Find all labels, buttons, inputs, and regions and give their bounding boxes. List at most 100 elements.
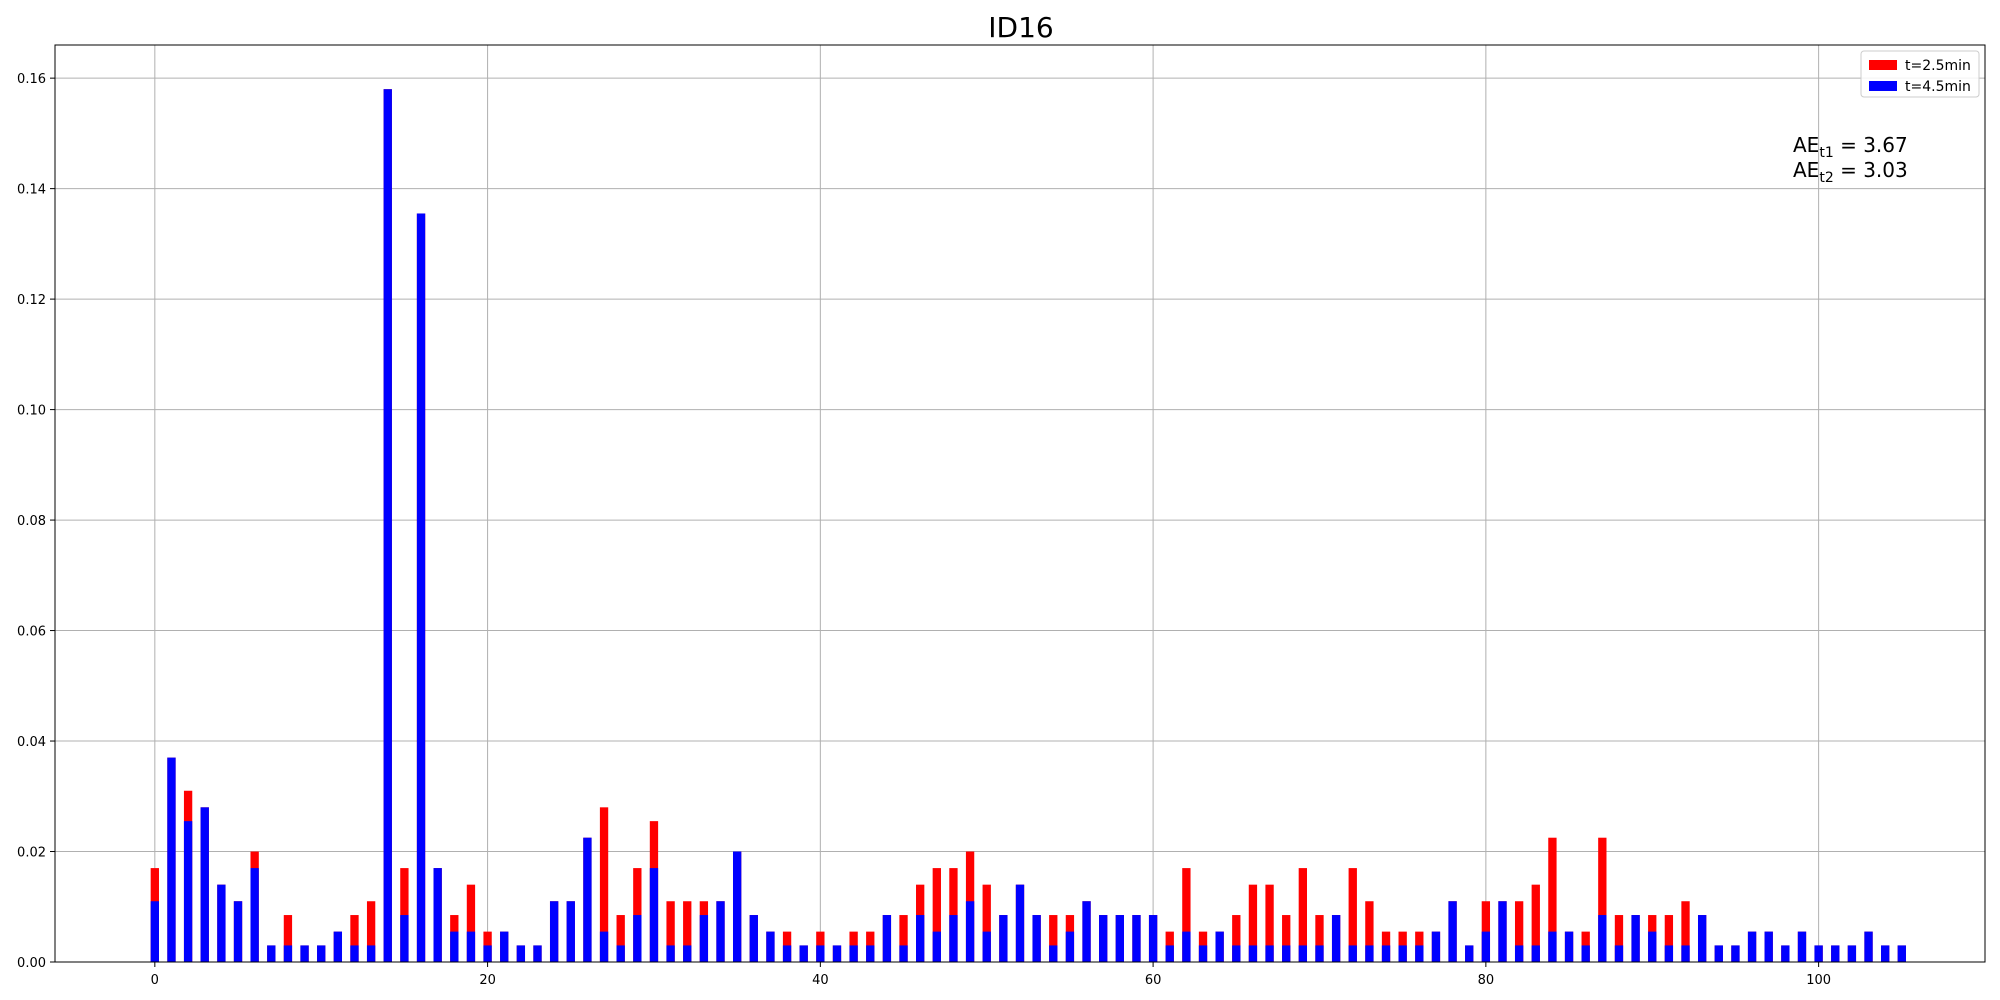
bar-t25-45 bbox=[899, 915, 908, 962]
bar-t25-12 bbox=[350, 915, 359, 962]
bar-t45-48 bbox=[949, 915, 958, 962]
bar-t45-94 bbox=[1714, 945, 1723, 962]
bar-t25-19 bbox=[466, 884, 476, 962]
bars bbox=[150, 89, 1906, 963]
x-tick-label: 100 bbox=[1806, 973, 1831, 988]
bar-t25-92 bbox=[1681, 901, 1690, 962]
bar-t45-15 bbox=[400, 915, 409, 962]
bar-t45-55 bbox=[1065, 931, 1075, 962]
bar-t45-100 bbox=[1814, 945, 1823, 962]
bar-t45-12 bbox=[350, 945, 359, 962]
bar-t25-82 bbox=[1514, 901, 1524, 962]
bar-t45-91 bbox=[1664, 945, 1674, 962]
bar-t45-28 bbox=[616, 945, 625, 962]
bar-t45-34 bbox=[716, 901, 725, 962]
bar-t45-95 bbox=[1731, 945, 1740, 962]
legend-swatch bbox=[1869, 60, 1897, 70]
x-tick-label: 20 bbox=[479, 973, 496, 988]
bar-t25-70 bbox=[1315, 915, 1324, 962]
bar-t45-81 bbox=[1498, 901, 1507, 962]
bar-t25-87 bbox=[1598, 837, 1607, 962]
bar-t45-58 bbox=[1115, 915, 1124, 962]
bar-t25-83 bbox=[1531, 884, 1540, 962]
bar-t45-56 bbox=[1082, 901, 1091, 962]
bar-t45-68 bbox=[1282, 945, 1291, 962]
plot-frame bbox=[54, 44, 1986, 963]
bar-t45-44 bbox=[882, 915, 892, 962]
bar-t25-32 bbox=[683, 901, 692, 962]
bar-t45-26 bbox=[583, 837, 592, 962]
bar-t45-40 bbox=[816, 945, 825, 962]
bar-t25-13 bbox=[366, 901, 376, 962]
bar-t45-27 bbox=[599, 931, 609, 962]
bar-t45-4 bbox=[217, 884, 226, 962]
bar-t45-92 bbox=[1681, 945, 1690, 962]
bar-t45-76 bbox=[1415, 945, 1424, 962]
bar-t45-49 bbox=[965, 901, 975, 962]
bar-t45-1 bbox=[167, 757, 176, 962]
bar-t45-65 bbox=[1232, 945, 1241, 962]
bar-t25-50 bbox=[982, 884, 991, 962]
bar-t45-33 bbox=[699, 915, 709, 962]
bar-t45-36 bbox=[749, 915, 758, 962]
bar-t45-14 bbox=[383, 89, 392, 963]
y-tick-label: 0.10 bbox=[17, 404, 46, 419]
bar-t25-47 bbox=[932, 868, 941, 962]
bar-t45-98 bbox=[1781, 945, 1790, 962]
y-tick-label: 0.12 bbox=[17, 293, 46, 308]
bar-t45-83 bbox=[1531, 945, 1540, 962]
bar-t45-6 bbox=[250, 868, 259, 962]
bar-t45-45 bbox=[899, 945, 908, 962]
bar-t45-50 bbox=[982, 931, 991, 962]
bar-t45-16 bbox=[416, 213, 426, 963]
bar-t45-66 bbox=[1248, 945, 1258, 962]
bar-t45-102 bbox=[1847, 945, 1857, 962]
bar-t45-87 bbox=[1598, 915, 1607, 962]
bar-t45-17 bbox=[433, 868, 442, 962]
bar-t45-35 bbox=[732, 851, 742, 962]
bar-t45-64 bbox=[1215, 931, 1224, 962]
bar-t45-52 bbox=[1015, 884, 1025, 962]
bar-t45-78 bbox=[1448, 901, 1457, 962]
bar-t45-20 bbox=[483, 945, 492, 962]
bar-t25-69 bbox=[1298, 868, 1308, 962]
bar-t45-69 bbox=[1298, 945, 1308, 962]
bar-t45-85 bbox=[1564, 931, 1574, 962]
bar-t45-77 bbox=[1431, 931, 1441, 962]
y-tick-label: 0.02 bbox=[17, 846, 46, 861]
ae-annotation: AEt1 = 3.67 bbox=[1793, 133, 1908, 161]
bar-t25-84 bbox=[1548, 837, 1557, 962]
bar-t45-47 bbox=[932, 931, 941, 962]
ae-annotation: AEt2 = 3.03 bbox=[1793, 158, 1908, 186]
bar-t45-54 bbox=[1049, 945, 1058, 962]
chart-title: ID16 bbox=[988, 11, 1053, 44]
bar-t45-72 bbox=[1348, 945, 1357, 962]
bar-t45-7 bbox=[267, 945, 276, 962]
bar-t45-43 bbox=[866, 945, 875, 962]
bar-t45-5 bbox=[233, 901, 243, 962]
bar-t25-8 bbox=[283, 915, 293, 962]
y-tick-label: 0.00 bbox=[17, 956, 46, 971]
bar-t45-13 bbox=[366, 945, 376, 962]
bar-t45-51 bbox=[999, 915, 1008, 962]
bar-t45-61 bbox=[1165, 945, 1174, 962]
bar-t45-79 bbox=[1465, 945, 1474, 962]
bar-t45-30 bbox=[649, 868, 659, 962]
bar-t45-105 bbox=[1897, 945, 1906, 962]
bar-t45-93 bbox=[1697, 915, 1707, 962]
bar-t45-59 bbox=[1132, 915, 1141, 962]
bar-t45-75 bbox=[1398, 945, 1407, 962]
bar-t45-24 bbox=[549, 901, 559, 962]
bar-t25-68 bbox=[1282, 915, 1291, 962]
bar-t45-9 bbox=[300, 945, 309, 962]
x-tick-label: 40 bbox=[812, 973, 829, 988]
legend-label: t=4.5min bbox=[1905, 79, 1971, 95]
bar-t25-73 bbox=[1365, 901, 1374, 962]
bar-t45-97 bbox=[1764, 931, 1773, 962]
bar-t25-65 bbox=[1232, 915, 1241, 962]
bar-t45-10 bbox=[317, 945, 326, 962]
y-tick-label: 0.14 bbox=[17, 183, 46, 198]
y-tick-label: 0.16 bbox=[17, 72, 46, 87]
bar-t25-27 bbox=[599, 807, 609, 962]
